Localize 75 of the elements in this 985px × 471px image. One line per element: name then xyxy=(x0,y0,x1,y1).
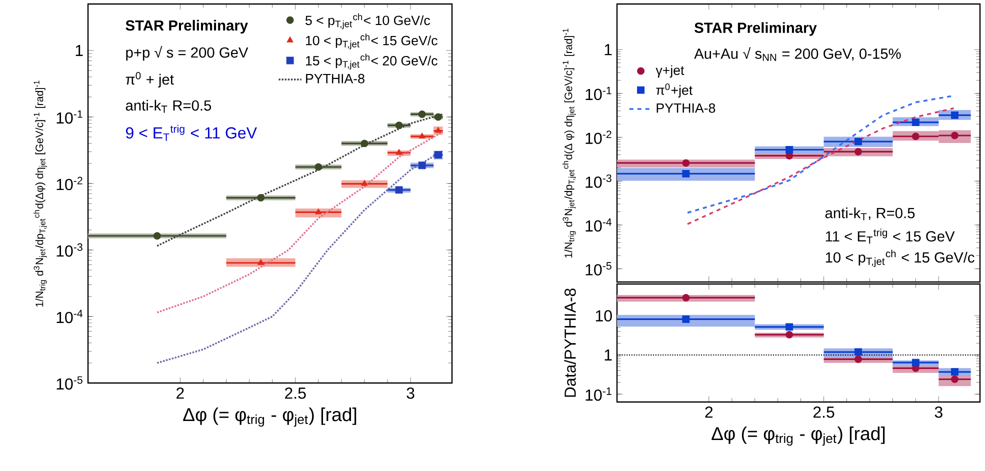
x-tick-label: 2.5 xyxy=(285,387,306,399)
y-tick-label: 1 xyxy=(76,44,83,56)
x-tick-label: 2.5 xyxy=(813,406,834,418)
line-series xyxy=(156,150,444,364)
y-tick-label: 10$^{-1}$ xyxy=(56,110,82,124)
point xyxy=(418,110,426,118)
point xyxy=(854,148,862,156)
point xyxy=(950,132,958,140)
annotation: anti-k$_{T}$, R=0.5 xyxy=(825,207,915,220)
annotation: 11 < E$_{T}$$^{trig}$ < 15 GeV xyxy=(826,228,955,244)
x-axis-title: Δφ (= φ$_{trig}$ - φ$_{jet}$) [rad] xyxy=(712,426,885,446)
legend-label: PYTHIA-8 xyxy=(306,74,364,84)
point xyxy=(912,132,920,140)
annotation: anti-k$_{T}$ R=0.5 xyxy=(126,100,212,113)
point xyxy=(395,186,403,194)
point xyxy=(395,122,403,130)
point xyxy=(854,355,862,363)
text: 1/N$_{trig}$ d$^{3}$N$_{jet}$/dp$_{T,jet}$$^{ch}$d(Δφ) dη$_{jet}$ [GeV/c]$^{-1}$ [rad]$^{-1}$ xyxy=(34,80,47,307)
point xyxy=(950,111,958,119)
annotation: STAR Preliminary xyxy=(126,20,248,34)
annotation: π$^{0}$ + jet xyxy=(126,72,174,88)
point xyxy=(950,376,958,383)
y-tick-label: 10$^{-1}$ xyxy=(586,387,612,401)
point xyxy=(682,294,690,302)
point xyxy=(786,146,794,154)
point xyxy=(418,162,426,170)
point xyxy=(396,149,402,155)
point xyxy=(854,138,862,146)
legend-label: PYTHIA-8 xyxy=(656,103,716,113)
x-tick-label: 3 xyxy=(406,387,414,399)
point xyxy=(314,163,322,171)
annotation: Au+Au √ s$_{NN}$ = 200 GeV, 0-15% xyxy=(694,47,901,61)
legend-label: 15 < p$_{T,jet}$$^{ch}$< 20 GeV/c xyxy=(306,54,438,70)
y-tick-label: 10$^{-2}$ xyxy=(56,176,82,190)
legend-label: 5 < p$_{T,jet}$$^{ch}$< 10 GeV/c xyxy=(306,13,430,30)
point xyxy=(258,259,264,265)
point xyxy=(786,330,794,338)
y-tick-label: 10$^{-4}$ xyxy=(56,310,83,324)
point xyxy=(682,170,690,178)
point xyxy=(682,159,690,167)
x-tick-label: 2 xyxy=(705,406,713,418)
x-axis-title: Δφ (= φ$_{trig}$ - φ$_{jet}$) [rad] xyxy=(183,408,356,427)
y-tick-label: 10$^{-5}$ xyxy=(586,262,612,276)
annotation: STAR Preliminary xyxy=(694,22,817,36)
annotation: p+p √ s = 200 GeV xyxy=(126,46,248,61)
y-tick-label: 10$^{-1}$ xyxy=(586,86,612,100)
x-tick-label: 3 xyxy=(934,406,942,418)
point xyxy=(912,118,920,126)
annotation: 9 < E$_{T}$$^{trig}$ < 11 GeV xyxy=(126,124,257,141)
point xyxy=(360,140,368,148)
x-tick-label: 2 xyxy=(176,387,184,399)
point xyxy=(682,315,690,323)
y-tick-label: 10$^{-5}$ xyxy=(56,376,82,390)
point xyxy=(315,208,322,214)
point xyxy=(257,194,265,202)
point xyxy=(418,132,426,138)
point xyxy=(786,323,794,331)
y-tick-label: 10$^{-3}$ xyxy=(586,174,612,188)
point xyxy=(153,232,161,240)
y-tick-label: 1 xyxy=(604,349,612,360)
point xyxy=(854,348,862,356)
legend-label: γ+jet xyxy=(656,65,684,78)
y-tick-label: 10$^{-2}$ xyxy=(586,130,612,144)
y-tick-label: 10$^{-3}$ xyxy=(56,243,82,257)
legend-label: 10 < p$_{T,jet}$$^{ch}$< 15 GeV/c xyxy=(306,34,438,50)
y-tick-label: 1 xyxy=(604,44,612,56)
y-tick-label: 10$^{-4}$ xyxy=(586,218,612,232)
point xyxy=(912,358,920,366)
legend-label: π$^{0}$+jet xyxy=(656,83,693,98)
point xyxy=(950,368,958,376)
text: 1/N$_{trig}$ d$^{3}$N$_{jet}$/dp$_{T,jet}$$^{ch}$d(Δ φ) dη$_{jet}$ [GeV/c]$^{-1}$ [rad]$^{-1}$ xyxy=(562,28,576,258)
annotation: 10 < p$_{T,jet}$$^{ch}$ < 15 GeV/c xyxy=(826,250,974,268)
y-axis-title: Data/PYTHIA-8 xyxy=(564,288,576,397)
point xyxy=(361,180,368,186)
y-tick-label: 10 xyxy=(596,310,612,322)
